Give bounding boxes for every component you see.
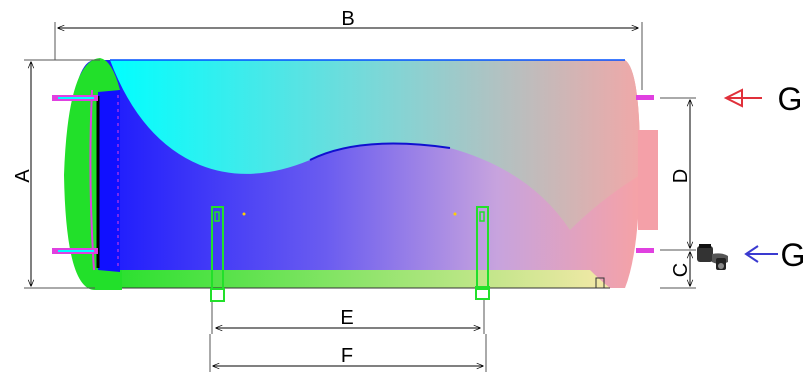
dimension-b: B	[54, 8, 643, 90]
flange-box	[638, 130, 658, 230]
pipe-upper-inner	[58, 97, 94, 99]
safety-valve-icon	[697, 244, 728, 270]
hot-outlet: G	[723, 81, 803, 117]
tank	[68, 59, 640, 289]
label-b: B	[341, 8, 354, 30]
label-a: A	[12, 169, 34, 183]
dimension-f: F	[209, 334, 487, 372]
label-d: D	[670, 169, 692, 183]
dimension-d: D	[660, 97, 696, 251]
label-g-top: G	[778, 81, 803, 117]
right-drain	[595, 277, 605, 289]
label-c: C	[670, 263, 692, 277]
left-insulation	[64, 58, 122, 290]
tank-bottom-band	[95, 270, 610, 288]
mount-dot-right	[453, 212, 457, 216]
right-pipe-top	[636, 95, 654, 100]
dimension-c: C	[660, 252, 696, 289]
dimension-a: A	[12, 59, 100, 289]
label-f: F	[341, 345, 353, 367]
pipe-lower-inner	[58, 250, 94, 252]
arrow-left-icon	[723, 88, 762, 108]
label-g-bottom: G	[781, 237, 806, 273]
dimension-e: E	[211, 300, 485, 334]
bracket-right	[475, 206, 490, 300]
right-flange	[595, 95, 658, 289]
left-inner-cap	[98, 90, 120, 272]
mount-dot-left	[242, 212, 246, 216]
right-pipe-bottom	[636, 248, 654, 253]
tank-wave-edge	[309, 142, 451, 161]
arrow-left-icon	[744, 245, 778, 263]
cold-inlet: G	[697, 237, 805, 273]
bracket-left	[210, 206, 225, 302]
left-cap	[52, 58, 122, 290]
tank-upper-region	[110, 60, 640, 230]
label-e: E	[340, 307, 353, 329]
